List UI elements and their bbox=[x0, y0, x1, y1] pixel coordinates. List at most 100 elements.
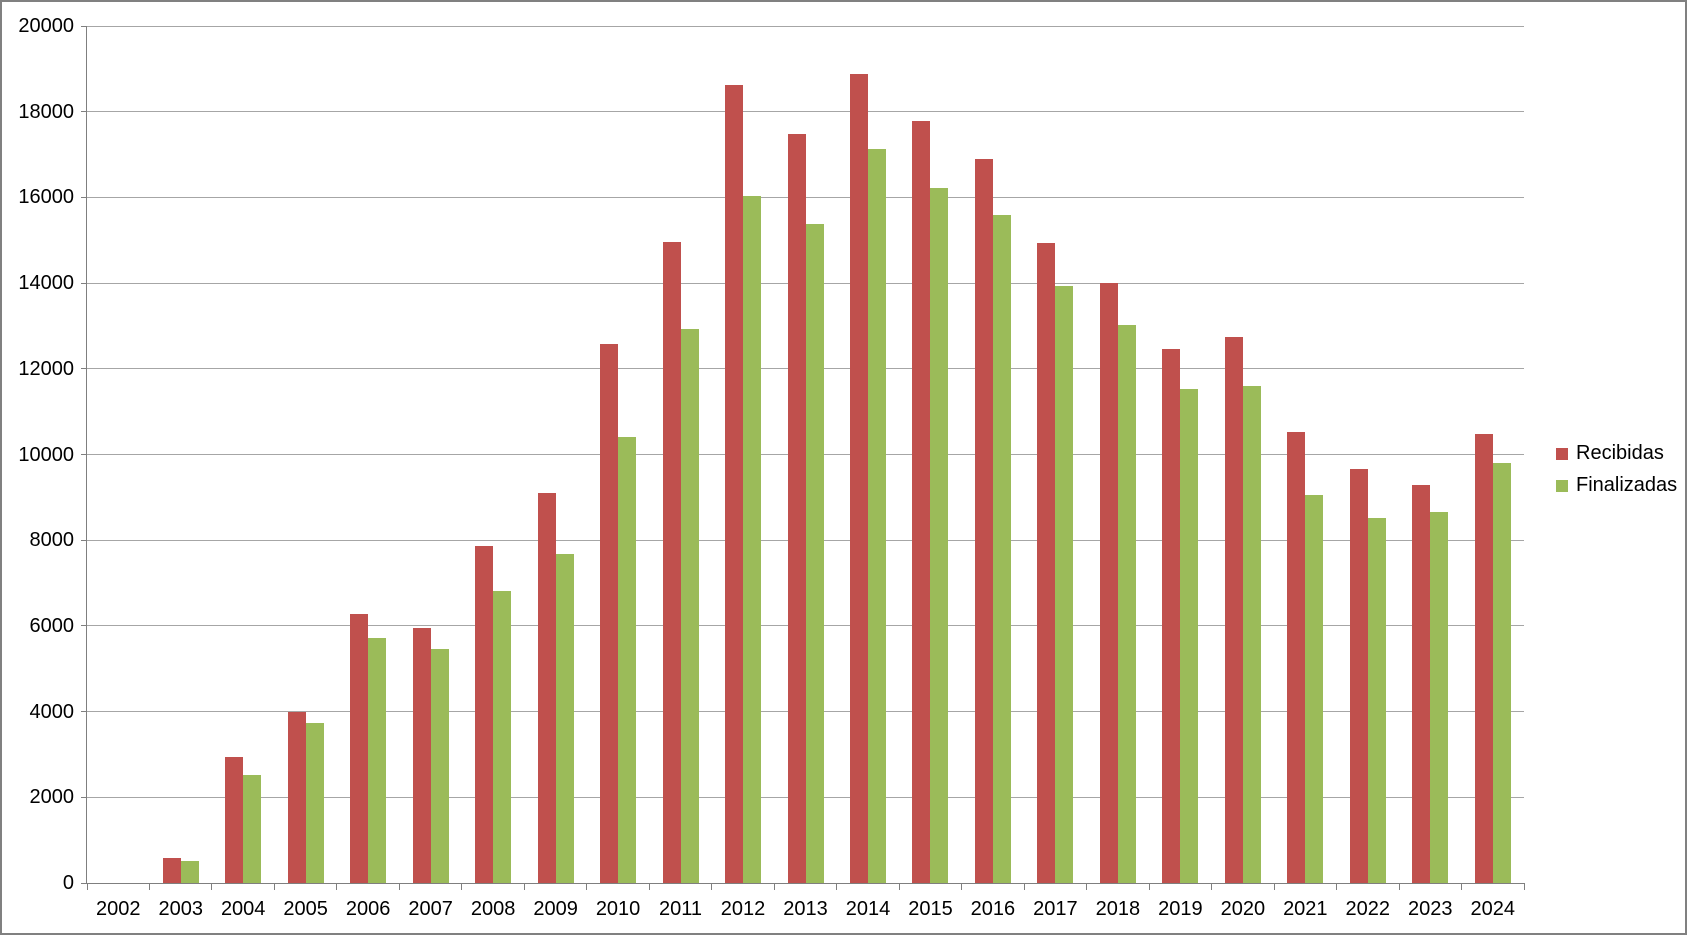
y-axis-tick bbox=[81, 711, 87, 713]
x-axis-tick-label: 2004 bbox=[220, 898, 266, 920]
y-axis-tick bbox=[81, 882, 87, 884]
bar-recibidas-2005 bbox=[287, 711, 306, 883]
bar-finalizadas-2004 bbox=[243, 774, 262, 883]
category-tick bbox=[1148, 883, 1150, 890]
x-axis-tick-label: 2021 bbox=[1283, 898, 1328, 920]
category-tick bbox=[273, 883, 275, 890]
bar-recibidas-2009 bbox=[537, 493, 556, 883]
y-axis-tick bbox=[81, 796, 87, 798]
x-axis-tick-label: 2020 bbox=[1220, 898, 1266, 920]
category-tick bbox=[398, 883, 400, 890]
bar-recibidas-2022 bbox=[1349, 468, 1368, 883]
category-tick bbox=[86, 883, 88, 890]
y-axis-tick bbox=[81, 196, 87, 198]
x-axis-tick-label: 2012 bbox=[720, 898, 766, 920]
bar-finalizadas-2022 bbox=[1367, 517, 1386, 883]
bar-recibidas-2006 bbox=[350, 614, 369, 883]
bar-finalizadas-2006 bbox=[368, 637, 387, 883]
x-axis-tick-label: 2019 bbox=[1158, 898, 1203, 920]
x-axis-tick-label: 2005 bbox=[283, 898, 328, 920]
y-axis-tick-label: 18000 bbox=[18, 100, 74, 123]
y-axis-tick bbox=[81, 111, 87, 113]
legend-swatch-finalizadas-icon bbox=[1556, 479, 1568, 492]
legend-label-recibidas: Recibidas bbox=[1576, 442, 1664, 464]
category-tick bbox=[1523, 883, 1525, 890]
category-tick bbox=[961, 883, 963, 890]
y-axis-tick bbox=[81, 25, 87, 27]
y-axis-tick bbox=[81, 539, 87, 541]
bar-recibidas-2020 bbox=[1224, 337, 1243, 883]
bar-finalizadas-2003 bbox=[180, 860, 199, 883]
bar-finalizadas-2007 bbox=[430, 649, 449, 883]
bar-finalizadas-2009 bbox=[555, 554, 574, 883]
x-axis-tick-label: 2008 bbox=[470, 898, 516, 920]
bar-finalizadas-2012 bbox=[743, 196, 762, 883]
bar-recibidas-2003 bbox=[162, 858, 181, 883]
y-axis-tick-label: 4000 bbox=[29, 700, 75, 723]
bar-recibidas-2013 bbox=[787, 133, 806, 883]
category-tick bbox=[836, 883, 838, 890]
bar-finalizadas-2023 bbox=[1430, 512, 1449, 883]
bar-recibidas-2010 bbox=[600, 344, 619, 883]
y-axis-tick-label: 8000 bbox=[29, 529, 75, 552]
bar-finalizadas-2017 bbox=[1055, 286, 1074, 883]
x-axis-tick-label: 2015 bbox=[908, 898, 953, 920]
bar-finalizadas-2021 bbox=[1305, 494, 1324, 883]
bar-recibidas-2016 bbox=[974, 158, 993, 883]
y-gridline bbox=[87, 25, 1524, 27]
bar-finalizadas-2010 bbox=[618, 436, 637, 883]
x-axis-tick-label: 2018 bbox=[1095, 898, 1141, 920]
category-tick bbox=[211, 883, 213, 890]
category-tick bbox=[1086, 883, 1088, 890]
y-axis-tick-label: 20000 bbox=[18, 15, 74, 37]
x-axis-tick-label: 2011 bbox=[659, 898, 703, 920]
bar-recibidas-2024 bbox=[1474, 433, 1493, 883]
legend-item-finalizadas: Finalizadas bbox=[1556, 474, 1678, 496]
category-tick bbox=[648, 883, 650, 890]
x-axis-tick-label: 2022 bbox=[1345, 898, 1391, 920]
category-tick bbox=[461, 883, 463, 890]
category-tick bbox=[523, 883, 525, 890]
x-axis-tick-label: 2017 bbox=[1033, 898, 1078, 920]
bar-finalizadas-2005 bbox=[305, 723, 324, 883]
bar-finalizadas-2019 bbox=[1180, 388, 1199, 883]
y-axis-tick-label: 2000 bbox=[29, 786, 75, 809]
bar-recibidas-2014 bbox=[849, 74, 868, 883]
x-axis-line bbox=[87, 882, 1524, 884]
x-axis-tick-label: 2024 bbox=[1470, 898, 1516, 920]
y-axis-tick bbox=[81, 625, 87, 627]
bar-recibidas-2008 bbox=[475, 545, 494, 883]
y-gridline bbox=[87, 111, 1524, 113]
category-tick bbox=[711, 883, 713, 890]
legend-item-recibidas: Recibidas bbox=[1556, 442, 1677, 464]
y-axis-tick-label: 6000 bbox=[29, 614, 75, 637]
x-axis-tick-label: 2003 bbox=[158, 898, 203, 920]
x-axis-tick-label: 2009 bbox=[533, 898, 578, 920]
x-axis-tick-label: 2016 bbox=[970, 898, 1016, 920]
bar-recibidas-2007 bbox=[412, 628, 431, 883]
y-axis-tick-label: 14000 bbox=[18, 272, 74, 295]
y-axis-tick-label: 10000 bbox=[18, 443, 74, 466]
category-tick bbox=[773, 883, 775, 890]
y-axis-tick-label: 16000 bbox=[18, 186, 74, 209]
bar-recibidas-2018 bbox=[1099, 282, 1118, 883]
bar-finalizadas-2018 bbox=[1117, 324, 1136, 883]
category-tick bbox=[1273, 883, 1275, 890]
bar-recibidas-2021 bbox=[1287, 431, 1306, 883]
bar-finalizadas-2011 bbox=[680, 328, 699, 883]
bar-finalizadas-2014 bbox=[867, 148, 886, 883]
bar-finalizadas-2015 bbox=[930, 187, 949, 883]
category-tick bbox=[1398, 883, 1400, 890]
bar-finalizadas-2016 bbox=[992, 215, 1011, 883]
legend-label-finalizadas: Finalizadas bbox=[1576, 474, 1678, 496]
bar-finalizadas-2020 bbox=[1242, 385, 1261, 883]
bar-recibidas-2023 bbox=[1412, 485, 1431, 883]
x-axis-tick-label: 2010 bbox=[595, 898, 641, 920]
y-axis-line bbox=[86, 26, 87, 883]
bar-recibidas-2012 bbox=[725, 84, 744, 883]
y-axis-tick bbox=[81, 368, 87, 370]
bar-finalizadas-2008 bbox=[493, 590, 512, 883]
category-tick bbox=[1461, 883, 1463, 890]
